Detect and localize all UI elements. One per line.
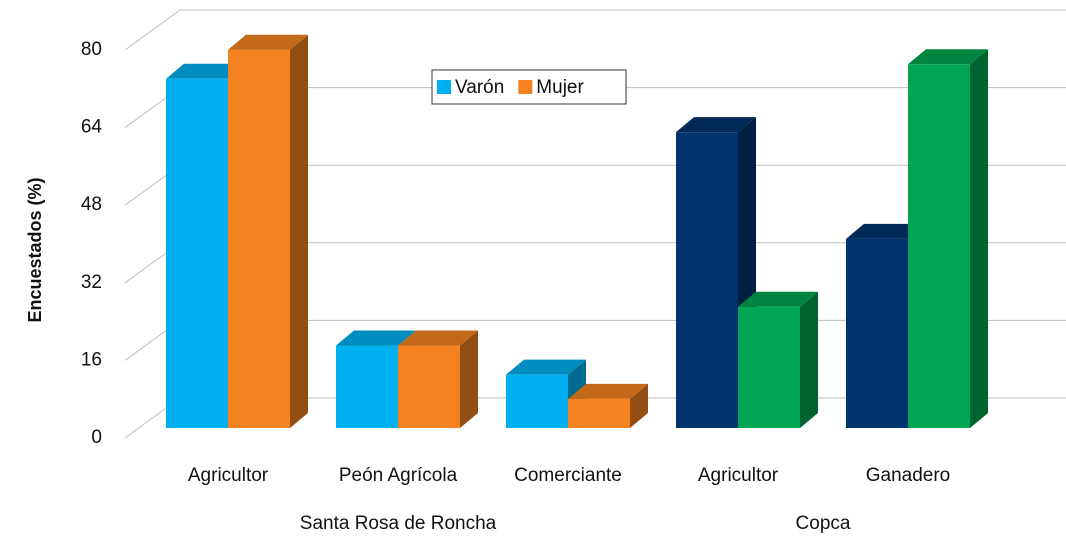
bar-top bbox=[336, 330, 416, 346]
bar bbox=[166, 78, 228, 429]
bar bbox=[676, 132, 738, 428]
bar-side bbox=[970, 49, 988, 428]
legend-swatch bbox=[518, 80, 533, 94]
bar bbox=[738, 306, 800, 428]
grid-line bbox=[124, 9, 1066, 51]
bar bbox=[846, 238, 908, 428]
bar-top bbox=[568, 383, 648, 399]
bar-side bbox=[290, 34, 308, 428]
bar-top bbox=[908, 49, 988, 65]
bar-top bbox=[738, 291, 818, 307]
bar bbox=[336, 345, 398, 428]
legend: Varón Mujer bbox=[431, 69, 627, 105]
legend-label: Mujer bbox=[536, 77, 584, 98]
bar bbox=[908, 64, 970, 428]
bar-top bbox=[506, 359, 586, 375]
x-tick-label: Comerciante bbox=[514, 465, 622, 486]
bar bbox=[568, 398, 630, 428]
legend-label: Varón bbox=[455, 77, 504, 98]
bar-side bbox=[630, 383, 648, 428]
bar-top bbox=[398, 330, 478, 346]
legend-swatch bbox=[437, 80, 451, 94]
x-tick-label: Ganadero bbox=[866, 465, 951, 486]
bar-side bbox=[800, 291, 818, 428]
group-label: Santa Rosa de Roncha bbox=[300, 513, 497, 534]
y-tick-label: 16 bbox=[81, 349, 102, 370]
y-tick-label: 0 bbox=[91, 427, 102, 448]
bar bbox=[506, 374, 568, 428]
bar bbox=[398, 345, 460, 428]
x-tick-label: Peón Agrícola bbox=[339, 465, 458, 486]
y-tick-label: 32 bbox=[81, 272, 102, 293]
x-tick-label: Agricultor bbox=[188, 465, 269, 486]
bar-top bbox=[228, 34, 308, 50]
y-axis-label: Encuestados (%) bbox=[25, 177, 45, 322]
bar-side bbox=[460, 330, 478, 428]
bar-top bbox=[166, 63, 246, 79]
bar bbox=[228, 49, 290, 428]
group-label: Copca bbox=[796, 513, 851, 534]
y-tick-label: 64 bbox=[81, 117, 103, 138]
bar-top bbox=[676, 117, 756, 133]
y-tick-label: 80 bbox=[81, 39, 102, 60]
x-tick-label: Agricultor bbox=[698, 465, 779, 486]
y-tick-label: 48 bbox=[81, 194, 102, 215]
bar-top bbox=[846, 223, 926, 239]
